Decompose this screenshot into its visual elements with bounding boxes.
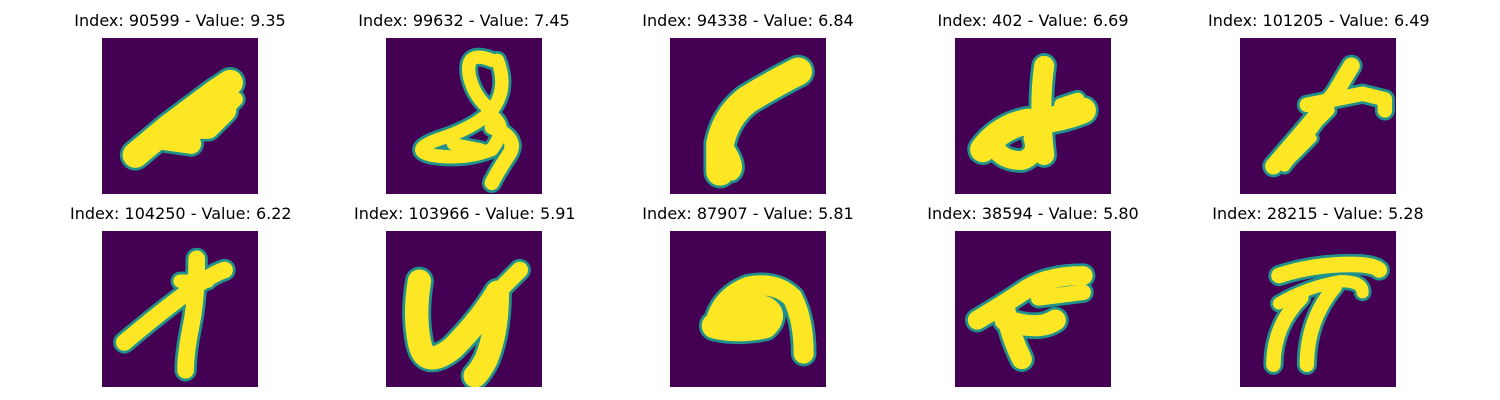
panel-title: Index: 402 - Value: 6.69 xyxy=(937,11,1129,30)
digit-image xyxy=(102,38,258,194)
glyph-stroke xyxy=(446,137,487,156)
glyph-stroke xyxy=(701,293,783,342)
glyph-stroke xyxy=(1285,133,1317,166)
image-panel: Index: 90599 - Value: 9.35 xyxy=(70,10,290,196)
glyph-stroke xyxy=(706,57,813,186)
image-panel: Index: 99632 - Value: 7.45 xyxy=(354,10,574,196)
glyph-stroke xyxy=(489,261,529,301)
digit-image xyxy=(102,231,258,387)
glyph-stroke xyxy=(1271,256,1388,284)
glyph-stroke xyxy=(716,140,743,181)
glyph-stroke xyxy=(1030,284,1091,306)
glyph-stroke xyxy=(1054,92,1085,112)
digit-image xyxy=(386,231,542,387)
glyph-stroke xyxy=(484,119,519,191)
panel-title: Index: 99632 - Value: 7.45 xyxy=(358,11,570,30)
image-panel: Index: 87907 - Value: 5.81 xyxy=(638,203,858,389)
image-panel: Index: 103966 - Value: 5.91 xyxy=(354,203,576,389)
glyph-stroke xyxy=(162,98,237,139)
glyph-stroke xyxy=(1299,86,1393,118)
image-panel: Index: 38594 - Value: 5.80 xyxy=(923,203,1143,389)
glyph-stroke xyxy=(1266,290,1309,372)
panel-title: Index: 101205 - Value: 6.49 xyxy=(1208,11,1430,30)
panel-title: Index: 103966 - Value: 5.91 xyxy=(354,204,576,223)
digit-image xyxy=(670,231,826,387)
image-panel: Index: 101205 - Value: 6.49 xyxy=(1208,10,1430,196)
panel-title: Index: 104250 - Value: 6.22 xyxy=(70,204,292,223)
panel-title: Index: 38594 - Value: 5.80 xyxy=(927,204,1139,223)
glyph-stroke xyxy=(984,128,1044,171)
panel-title: Index: 94338 - Value: 6.84 xyxy=(642,11,854,30)
image-panel: Index: 94338 - Value: 6.84 xyxy=(638,10,858,196)
digit-image xyxy=(955,38,1111,194)
glyph-stroke xyxy=(1265,57,1360,175)
glyph-stroke xyxy=(994,309,1066,337)
image-panel: Index: 28215 - Value: 5.28 xyxy=(1208,203,1428,389)
glyph-stroke xyxy=(115,261,233,351)
glyph-stroke xyxy=(404,269,510,387)
panel-title: Index: 90599 - Value: 9.35 xyxy=(74,11,286,30)
glyph-stroke xyxy=(1299,279,1342,372)
digit-image xyxy=(955,231,1111,387)
glyph-stroke xyxy=(195,86,243,118)
digit-image xyxy=(386,38,542,194)
digit-image xyxy=(1240,38,1396,194)
glyph-stroke xyxy=(704,275,814,364)
image-panel: Index: 402 - Value: 6.69 xyxy=(923,10,1143,196)
glyph-stroke xyxy=(462,50,509,118)
digit-image xyxy=(670,38,826,194)
panel-title: Index: 28215 - Value: 5.28 xyxy=(1212,204,1424,223)
image-panel: Index: 104250 - Value: 6.22 xyxy=(70,203,292,389)
digit-image xyxy=(1240,231,1396,387)
glyph-stroke xyxy=(142,128,202,154)
panel-title: Index: 87907 - Value: 5.81 xyxy=(642,204,854,223)
glyph-stroke xyxy=(967,266,1093,330)
